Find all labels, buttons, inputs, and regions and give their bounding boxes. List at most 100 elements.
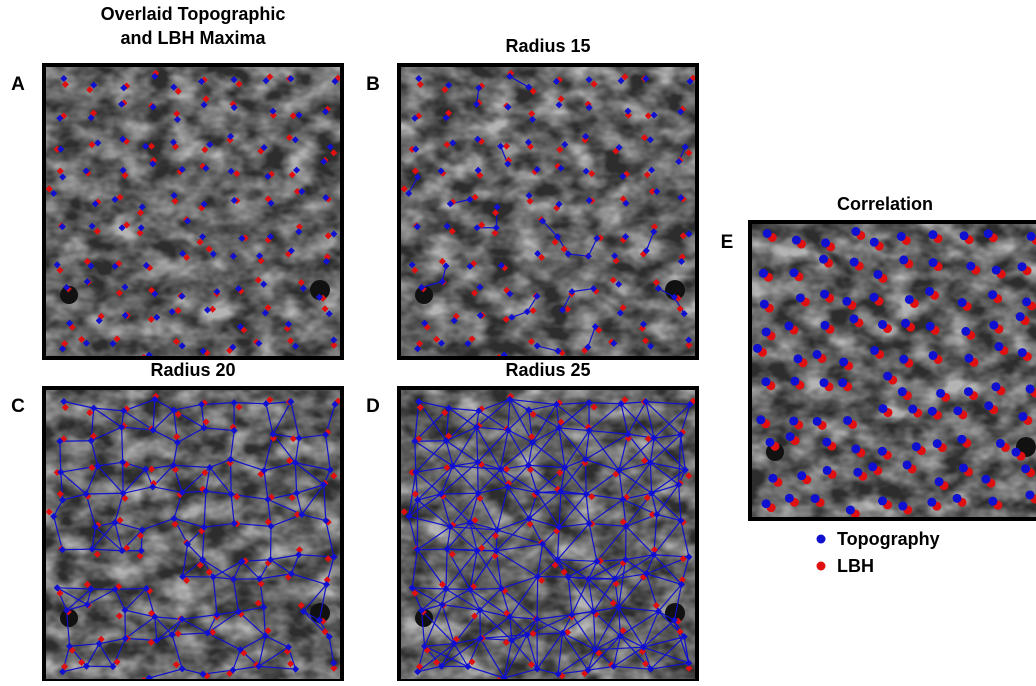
topo-point [792, 236, 801, 245]
topo-point [929, 351, 938, 360]
topo-point [868, 462, 877, 471]
topo-point [761, 377, 770, 386]
link [537, 577, 538, 620]
topo-point [786, 432, 795, 441]
panel-label: E [721, 232, 734, 253]
topo-point [908, 405, 917, 414]
panel-image [750, 222, 1036, 519]
topo-point [933, 439, 942, 448]
topo-point [878, 404, 887, 413]
topo-point [989, 321, 998, 330]
panel-title: and LBH Maxima [120, 28, 266, 48]
topo-point [961, 327, 970, 336]
topo-point [912, 442, 921, 451]
topo-point [762, 327, 771, 336]
topo-point [793, 354, 802, 363]
link [417, 549, 447, 550]
topo-point [789, 268, 798, 277]
topo-point [760, 300, 769, 309]
topo-point [813, 350, 822, 359]
topo-point [819, 378, 828, 387]
panel-label: D [366, 396, 380, 417]
topo-point [850, 258, 859, 267]
topo-point [878, 320, 887, 329]
topo-point [839, 357, 848, 366]
topo-point [756, 415, 765, 424]
legend-marker [817, 562, 826, 571]
topo-point [1018, 412, 1027, 421]
image-texture [399, 65, 697, 358]
topo-point [821, 238, 830, 247]
panel-title: Overlaid Topographic [101, 4, 286, 24]
topo-point [926, 322, 935, 331]
topo-point [823, 466, 832, 475]
link [62, 549, 92, 550]
topo-point [901, 319, 910, 328]
topo-point [958, 298, 967, 307]
topo-point [768, 474, 777, 483]
topo-point [842, 297, 851, 306]
panel-image [399, 65, 697, 361]
topo-point [873, 270, 882, 279]
topo-point [784, 322, 793, 331]
topo-point [905, 295, 914, 304]
topo-point [929, 258, 938, 267]
topo-point [851, 227, 860, 236]
topo-point [820, 321, 829, 330]
topo-point [959, 463, 968, 472]
topo-point [853, 468, 862, 477]
topo-point [869, 293, 878, 302]
panel-image [44, 65, 342, 361]
topo-point [797, 471, 806, 480]
topo-point [957, 435, 966, 444]
topo-point [789, 416, 798, 425]
topo-point [966, 262, 975, 271]
panel-label: A [11, 74, 25, 95]
link [86, 493, 123, 494]
topo-point [762, 499, 771, 508]
topo-point [996, 439, 1005, 448]
topo-point [984, 229, 993, 238]
topo-point [819, 255, 828, 264]
topo-point [1026, 384, 1035, 393]
image-texture [750, 222, 1036, 519]
topo-point [1018, 348, 1027, 357]
topo-point [935, 477, 944, 486]
topo-point [981, 475, 990, 484]
topo-point [765, 438, 774, 447]
topo-point [964, 354, 973, 363]
panel-image [399, 388, 697, 681]
topo-point [925, 287, 934, 296]
topo-point [759, 269, 768, 278]
panel-title: Radius 15 [505, 36, 590, 56]
topo-point [870, 346, 879, 355]
topo-point [1027, 232, 1036, 241]
panel-title: Radius 25 [505, 360, 590, 380]
topo-point [1018, 262, 1027, 271]
topo-point [883, 372, 892, 381]
topo-point [811, 494, 820, 503]
legend-marker [817, 535, 826, 544]
topo-point [994, 342, 1003, 351]
topo-point [790, 377, 799, 386]
topo-point [991, 382, 1000, 391]
topo-point [838, 378, 847, 387]
topo-point [843, 416, 852, 425]
topo-point [878, 496, 887, 505]
topo-point [1016, 312, 1025, 321]
legend-label: LBH [837, 556, 874, 576]
topo-point [928, 230, 937, 239]
topo-point [796, 293, 805, 302]
topo-point [851, 444, 860, 453]
topo-point [984, 401, 993, 410]
topo-point [960, 231, 969, 240]
topo-point [822, 438, 831, 447]
topo-point [897, 232, 906, 241]
topo-point [785, 494, 794, 503]
image-texture [44, 65, 342, 358]
topo-point [903, 460, 912, 469]
topo-point [936, 389, 945, 398]
topo-point [849, 314, 858, 323]
topo-point [1025, 490, 1034, 499]
